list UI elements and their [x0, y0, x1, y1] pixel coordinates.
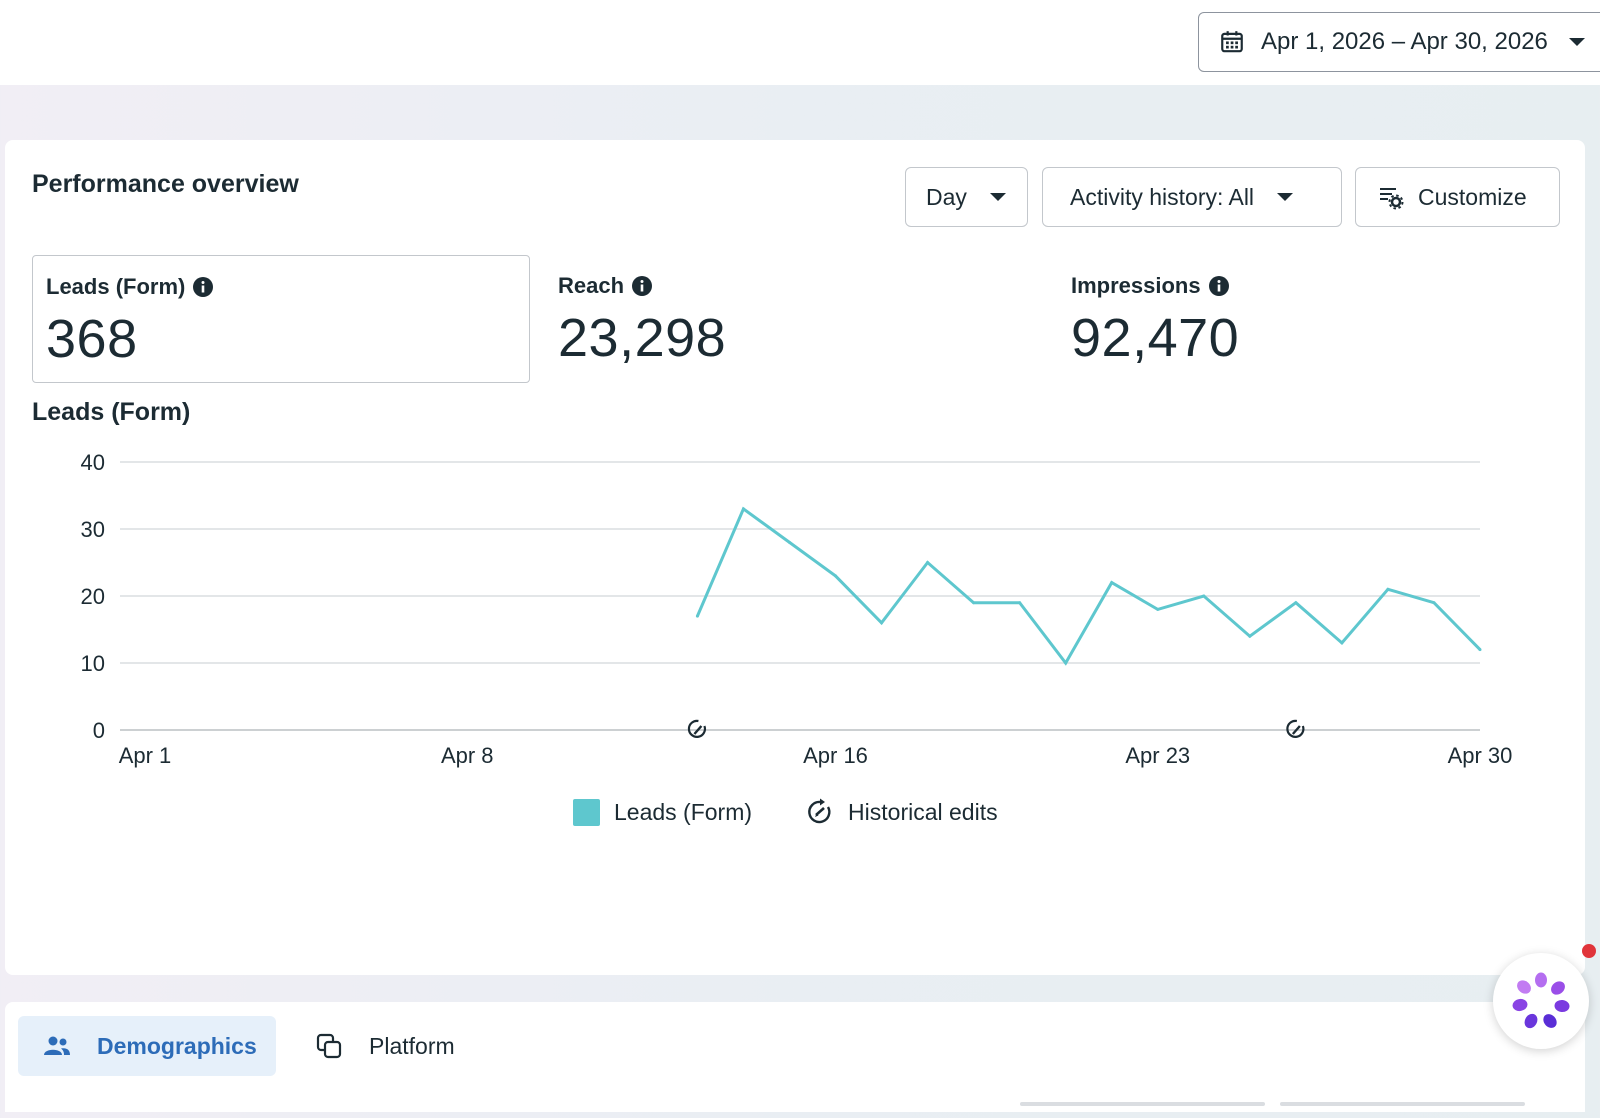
legend-swatch — [573, 798, 600, 826]
series-line — [696, 506, 1482, 666]
metric-value: 92,470 — [1071, 308, 1240, 368]
tab-platform[interactable]: Platform — [305, 1016, 505, 1076]
date-range-picker[interactable]: Apr 1, 2026 – Apr 30, 2026 — [1198, 12, 1600, 72]
data-point — [926, 561, 930, 564]
metric-card-leads[interactable]: Leads (Form) 368 — [32, 255, 530, 383]
history-edit-marker-icon — [1286, 719, 1305, 738]
people-icon — [44, 1036, 70, 1055]
chevron-down-icon — [989, 193, 1006, 201]
metric-label: Leads (Form) — [46, 274, 214, 300]
granularity-label: Day — [926, 183, 967, 210]
y-tick-label: 40 — [81, 450, 105, 475]
data-point — [787, 540, 791, 544]
info-icon[interactable] — [193, 277, 214, 297]
ai-assistant-icon — [1512, 972, 1570, 1029]
data-point — [1294, 601, 1298, 605]
legend-label: Leads (Form) — [614, 798, 753, 825]
copy-icon — [316, 1033, 342, 1059]
granularity-dropdown[interactable]: Day — [905, 167, 1028, 227]
data-point — [1064, 661, 1068, 665]
data-point — [1156, 607, 1160, 611]
data-point — [1432, 601, 1436, 605]
y-tick-label: 20 — [81, 584, 105, 609]
chart-title: Leads (Form) — [32, 398, 191, 426]
divider — [1280, 1102, 1525, 1106]
data-point — [880, 621, 884, 625]
data-point — [1248, 634, 1252, 638]
date-range-label: Apr 1, 2026 – Apr 30, 2026 — [1261, 28, 1548, 55]
x-tick-label: Apr 30 — [1448, 743, 1513, 768]
settings-sliders-icon — [1380, 188, 1404, 210]
x-tick-label: Apr 23 — [1125, 743, 1190, 768]
customize-button[interactable]: Customize — [1355, 167, 1560, 227]
data-point — [972, 601, 976, 605]
tab-demographics[interactable]: Demographics — [18, 1016, 276, 1076]
ai-assistant-button[interactable] — [1493, 953, 1589, 1049]
x-tick-label: Apr 1 — [119, 743, 172, 768]
data-point — [741, 507, 745, 511]
chevron-down-icon — [1568, 38, 1585, 46]
metric-value: 23,298 — [558, 308, 727, 368]
y-tick-label: 10 — [81, 651, 105, 676]
data-point — [1386, 587, 1390, 591]
metric-value: 368 — [46, 309, 138, 369]
data-point — [1202, 594, 1206, 598]
info-icon[interactable] — [632, 276, 653, 296]
breakdown-tabs: Demographics Platform — [5, 1002, 1585, 1112]
customize-label: Customize — [1418, 183, 1527, 210]
legend-label: Historical edits — [848, 798, 998, 825]
activity-history-label: Activity history: All — [1070, 183, 1255, 210]
legend-item-leads[interactable]: Leads (Form) — [573, 798, 753, 826]
data-point — [1018, 601, 1022, 605]
metric-card-impressions[interactable]: Impressions 92,470 — [1071, 255, 1551, 383]
tab-label: Demographics — [97, 1032, 257, 1059]
metric-label: Reach — [558, 273, 653, 299]
top-bar: Apr 1, 2026 – Apr 30, 2026 — [0, 0, 1600, 85]
data-point — [834, 574, 838, 578]
legend-item-historical-edits[interactable]: Historical edits — [806, 798, 998, 826]
data-point — [1110, 581, 1114, 585]
chart-legend: Leads (Form) Historical edits — [573, 798, 1052, 826]
metric-label: Impressions — [1071, 273, 1229, 299]
x-tick-label: Apr 8 — [441, 743, 494, 768]
activity-history-dropdown[interactable]: Activity history: All — [1042, 167, 1342, 227]
chevron-down-icon — [1277, 193, 1294, 201]
notification-dot — [1582, 944, 1596, 958]
info-icon[interactable] — [1208, 276, 1229, 296]
x-tick-label: Apr 16 — [803, 743, 868, 768]
data-point — [1340, 641, 1344, 645]
data-point — [1478, 648, 1482, 652]
calendar-icon — [1221, 31, 1243, 53]
page-title: Performance overview — [32, 170, 299, 198]
tab-label: Platform — [369, 1032, 455, 1059]
divider — [1020, 1102, 1265, 1106]
y-tick-label: 30 — [81, 517, 105, 542]
history-edit-marker-icon — [687, 719, 707, 738]
metric-card-reach[interactable]: Reach 23,298 — [558, 255, 1038, 383]
history-edit-icon — [808, 798, 831, 824]
leads-line-chart: 0 10 20 30 40 Apr 1 Apr 8 Apr 16 Apr 23 Apr 30 — [81, 450, 1513, 768]
data-point — [695, 614, 699, 618]
performance-overview-card: Performance overview Day Activity histor… — [5, 140, 1585, 975]
y-tick-label: 0 — [93, 718, 105, 743]
